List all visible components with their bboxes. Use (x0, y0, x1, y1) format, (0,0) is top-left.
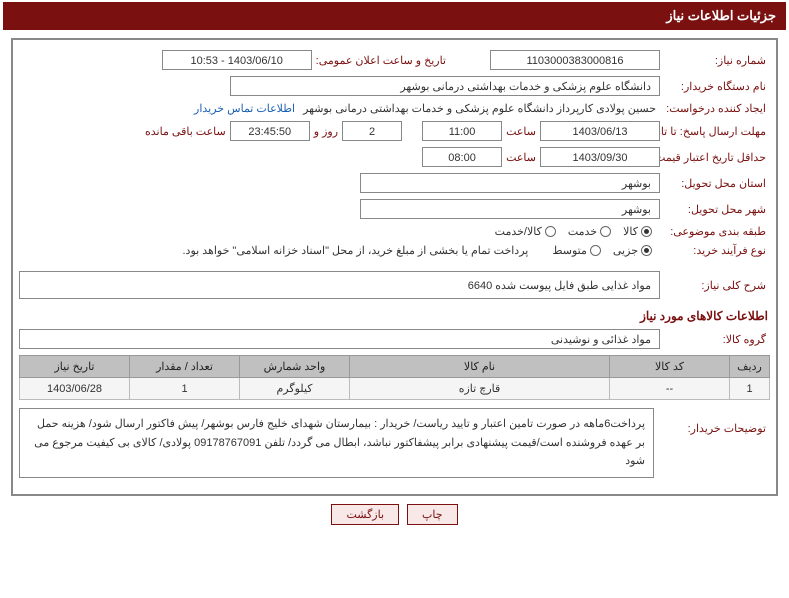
value-remain-days: 2 (342, 121, 402, 141)
table-header-row: ردیف کد کالا نام کالا واحد شمارش تعداد /… (20, 356, 770, 378)
value-item-group: مواد غذائی و نوشیدنی (19, 329, 660, 349)
label-min-validity: حداقل تاریخ اعتبار قیمت: تا تاریخ: (660, 151, 770, 164)
print-button[interactable]: چاپ (407, 504, 458, 525)
label-need-no: شماره نیاز: (660, 54, 770, 67)
radio-subject-service[interactable]: خدمت (568, 225, 619, 238)
value-need-no: 1103000383000816 (490, 50, 660, 70)
value-validity-date: 1403/09/30 (540, 147, 660, 167)
value-buyer-notes: پرداخت6ماهه در صورت تامین اعتبار و تایید… (19, 408, 654, 478)
th-row: ردیف (730, 356, 770, 378)
radio-dot-icon (600, 226, 611, 237)
label-requester: ایجاد کننده درخواست: (660, 102, 770, 115)
button-row: چاپ بازگشت (3, 504, 786, 525)
th-code: کد کالا (610, 356, 730, 378)
label-delivery-city: شهر محل تحویل: (660, 203, 770, 216)
subject-radio-group: کالا خدمت کالا/خدمت (495, 225, 660, 238)
radio-label: جزیی (613, 244, 638, 257)
back-button[interactable]: بازگشت (331, 504, 399, 525)
radio-dot-icon (641, 245, 652, 256)
value-requester: حسین پولادی کارپرداز دانشگاه علوم پزشکی … (299, 102, 660, 115)
td-name: قارچ تازه (350, 378, 610, 400)
th-qty: تعداد / مقدار (130, 356, 240, 378)
label-buyer-org: نام دستگاه خریدار: (660, 80, 770, 93)
radio-subject-goods[interactable]: کالا (623, 225, 660, 238)
value-need-desc: مواد غذایی طبق فایل پیوست شده 6640 (19, 271, 660, 299)
label-announce-date: تاریخ و ساعت اعلان عمومی: (312, 54, 450, 67)
label-hour-1: ساعت (502, 125, 540, 138)
radio-dot-icon (641, 226, 652, 237)
radio-label: کالا (623, 225, 638, 238)
td-qty: 1 (130, 378, 240, 400)
radio-label: متوسط (552, 244, 587, 257)
td-code: -- (610, 378, 730, 400)
radio-dot-icon (590, 245, 601, 256)
td-row: 1 (730, 378, 770, 400)
table-row: 1 -- قارچ تازه کیلوگرم 1 1403/06/28 (20, 378, 770, 400)
radio-dot-icon (545, 226, 556, 237)
radio-purchase-medium[interactable]: متوسط (552, 244, 609, 257)
items-section-title: اطلاعات کالاهای مورد نیاز (19, 309, 768, 323)
value-validity-hour: 08:00 (422, 147, 502, 167)
label-remaining: ساعت باقی مانده (141, 125, 230, 138)
label-hour-2: ساعت (502, 151, 540, 164)
th-unit: واحد شمارش (240, 356, 350, 378)
value-buyer-org: دانشگاه علوم پزشکی و خدمات بهداشتی درمان… (230, 76, 660, 96)
label-subject-class: طبقه بندی موضوعی: (660, 225, 770, 238)
main-panel: شماره نیاز: 1103000383000816 تاریخ و ساع… (11, 38, 778, 496)
td-unit: کیلوگرم (240, 378, 350, 400)
page-title: جزئیات اطلاعات نیاز (3, 2, 786, 30)
value-reply-hour: 11:00 (422, 121, 502, 141)
radio-label: خدمت (568, 225, 597, 238)
label-purchase-type: نوع فرآیند خرید: (660, 244, 770, 257)
value-city: بوشهر (360, 199, 660, 219)
purchase-radio-group: جزیی متوسط (552, 244, 660, 257)
value-province: بوشهر (360, 173, 660, 193)
label-delivery-province: استان محل تحویل: (660, 177, 770, 190)
th-name: نام کالا (350, 356, 610, 378)
radio-label: کالا/خدمت (495, 225, 542, 238)
label-reply-deadline: مهلت ارسال پاسخ: تا تاریخ: (660, 125, 770, 138)
label-need-desc: شرح کلی نیاز: (660, 279, 770, 292)
td-need-date: 1403/06/28 (20, 378, 130, 400)
radio-subject-both[interactable]: کالا/خدمت (495, 225, 564, 238)
radio-purchase-minor[interactable]: جزیی (613, 244, 660, 257)
label-day-and: روز و (310, 125, 342, 138)
th-need-date: تاریخ نیاز (20, 356, 130, 378)
label-buyer-notes: توضیحات خریدار: (660, 408, 770, 435)
value-announce-date: 1403/06/10 - 10:53 (162, 50, 312, 70)
value-reply-date: 1403/06/13 (540, 121, 660, 141)
payment-note: پرداخت تمام یا بخشی از مبلغ خرید، از محل… (179, 244, 533, 257)
buyer-contact-link[interactable]: اطلاعات تماس خریدار (190, 102, 299, 115)
label-item-group: گروه کالا: (660, 333, 770, 346)
items-table: ردیف کد کالا نام کالا واحد شمارش تعداد /… (19, 355, 770, 400)
value-remain-time: 23:45:50 (230, 121, 310, 141)
